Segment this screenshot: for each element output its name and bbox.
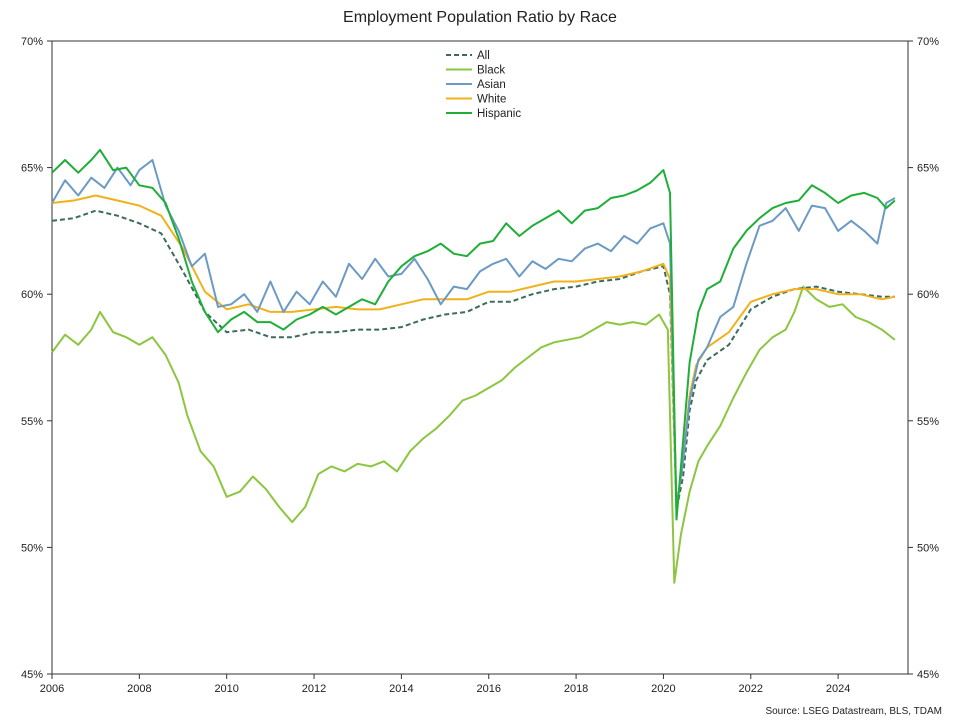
y-tick-label-right: 70% <box>917 36 939 48</box>
y-tick-label-left: 55% <box>21 416 43 428</box>
x-tick-label: 2010 <box>214 683 238 695</box>
series-line-black <box>51 285 896 584</box>
y-tick-label-right: 50% <box>917 542 939 554</box>
legend-label-all: All <box>477 50 490 62</box>
y-tick-label-left: 65% <box>21 163 43 175</box>
series-line-hispanic <box>51 148 896 521</box>
legend-label-hispanic: Hispanic <box>477 108 521 120</box>
legend-label-black: Black <box>477 65 505 77</box>
axes: 45% 45% 50% 50% 55% 55% 60% 60% 65% 65% 70% 70% 2006… <box>21 36 939 695</box>
x-tick-label: 2008 <box>127 683 151 695</box>
series-line-all <box>51 209 895 511</box>
legend-label-white: White <box>477 94 506 106</box>
y-tick-label-left: 50% <box>21 542 43 554</box>
x-tick-label: 2012 <box>302 683 326 695</box>
x-tick-label: 2020 <box>651 683 675 695</box>
legend: All Black Asian White Hispanic <box>446 50 521 120</box>
x-tick-label: 2024 <box>826 683 850 695</box>
y-tick-label-left: 60% <box>21 289 43 301</box>
chart-title: Employment Population Ratio by Race <box>343 9 617 26</box>
series-line-asian <box>51 159 896 508</box>
y-tick-label-right: 55% <box>917 416 939 428</box>
y-tick-label-left: 45% <box>21 669 43 681</box>
y-tick-label-right: 65% <box>917 163 939 175</box>
y-tick-label-right: 60% <box>917 289 939 301</box>
legend-label-asian: Asian <box>477 79 506 91</box>
source-note: Source: LSEG Datastream, BLS, TDAM <box>765 706 942 717</box>
x-tick-label: 2014 <box>389 683 413 695</box>
x-tick-label: 2018 <box>564 683 588 695</box>
series-line-white <box>51 194 896 511</box>
x-tick-label: 2006 <box>40 683 64 695</box>
x-tick-label: 2022 <box>739 683 763 695</box>
y-tick-label-right: 45% <box>917 669 939 681</box>
y-tick-label-left: 70% <box>21 36 43 48</box>
x-tick-label: 2016 <box>476 683 500 695</box>
series-group <box>51 148 896 584</box>
plot-frame <box>51 40 909 675</box>
